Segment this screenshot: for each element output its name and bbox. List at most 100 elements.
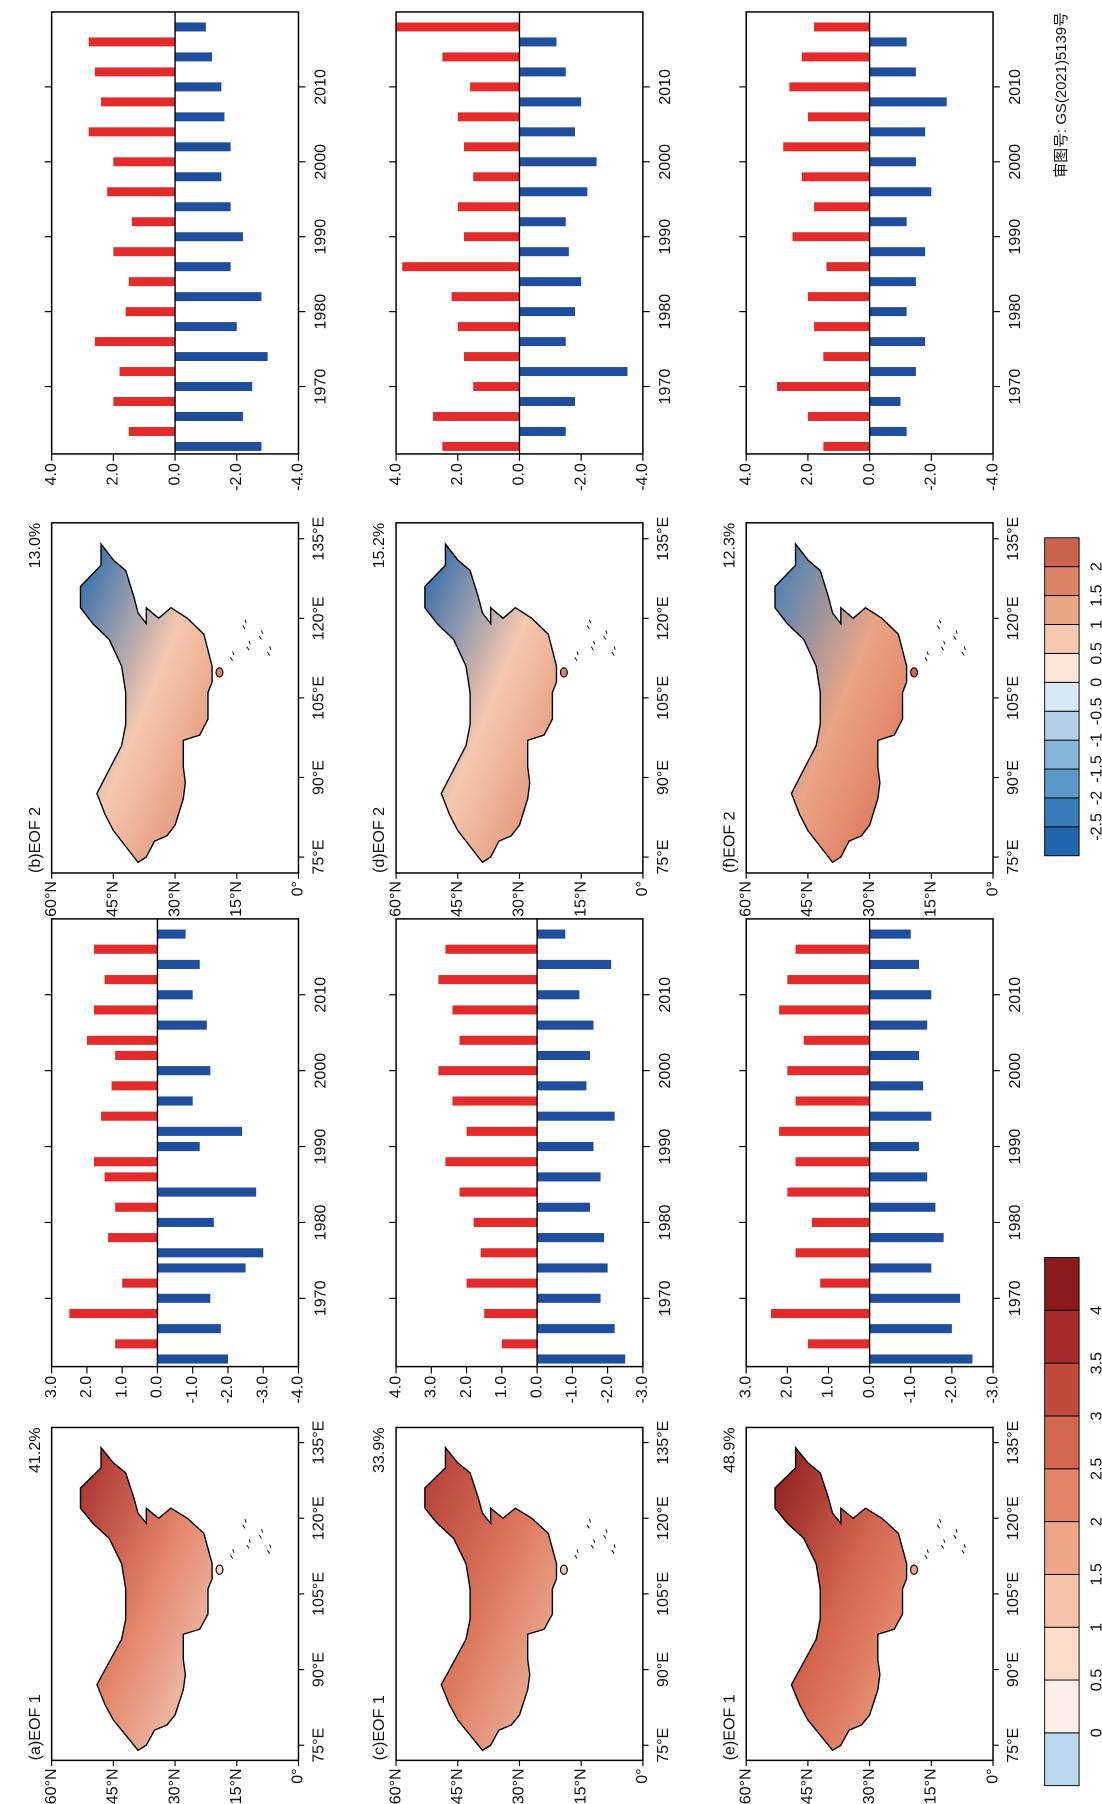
bar bbox=[93, 1157, 158, 1167]
islands bbox=[924, 651, 929, 662]
x-tick-label: 1970 bbox=[1006, 369, 1024, 405]
colorbar-label: 3 bbox=[1088, 1411, 1102, 1420]
colorbar-label: -2 bbox=[1088, 791, 1102, 805]
bar bbox=[801, 172, 870, 182]
bar bbox=[519, 187, 588, 197]
bar bbox=[107, 187, 176, 197]
bar bbox=[869, 1293, 961, 1303]
y-tick-label: 0.0 bbox=[527, 1376, 545, 1398]
colorbar-box bbox=[1044, 1521, 1080, 1575]
lon-tick-label: 120°E bbox=[309, 1496, 327, 1540]
y-tick-label: -2.0 bbox=[218, 1376, 236, 1404]
colorbar-label: -2.5 bbox=[1088, 813, 1102, 841]
plot-frame bbox=[50, 11, 300, 455]
bar bbox=[869, 1324, 952, 1334]
island bbox=[910, 1564, 919, 1575]
lat-tick-label: 0° bbox=[633, 1768, 651, 1783]
lon-tick-label: 120°E bbox=[1004, 1496, 1022, 1540]
bar bbox=[779, 1126, 870, 1136]
bar bbox=[93, 1005, 158, 1015]
bar bbox=[795, 1096, 870, 1106]
bar bbox=[463, 352, 520, 362]
y-tick-label: 0.0 bbox=[510, 463, 528, 485]
bar bbox=[175, 412, 243, 421]
x-tick-label: 2000 bbox=[1006, 144, 1024, 180]
islands bbox=[267, 646, 272, 656]
colorbar-box bbox=[1044, 768, 1080, 799]
y-tick-label: 4.0 bbox=[386, 1376, 404, 1398]
lat-tick-label: 60°N bbox=[42, 881, 60, 917]
islands bbox=[936, 1519, 942, 1529]
y-tick-label: 2.0 bbox=[798, 463, 816, 485]
bar bbox=[783, 142, 870, 152]
bar bbox=[869, 127, 926, 137]
lat-tick-label: 60°N bbox=[386, 1768, 404, 1804]
bar bbox=[823, 352, 870, 362]
lon-tick-label: 135°E bbox=[654, 1420, 672, 1464]
bar bbox=[396, 22, 520, 32]
bar bbox=[519, 157, 597, 167]
bar bbox=[803, 1035, 870, 1045]
lat-tick-label: 30°N bbox=[510, 1768, 528, 1804]
y-tick-label: -2.0 bbox=[571, 463, 589, 491]
lat-tick-label: 45°N bbox=[798, 1768, 816, 1804]
plot-frame bbox=[745, 918, 994, 1368]
bar bbox=[157, 1263, 246, 1273]
colorbar-box bbox=[1044, 681, 1080, 712]
lon-tick-label: 90°E bbox=[309, 760, 327, 795]
bar bbox=[801, 52, 870, 62]
bar bbox=[157, 1066, 211, 1076]
bar bbox=[777, 382, 870, 392]
islands bbox=[246, 1539, 251, 1549]
map-shape bbox=[774, 1445, 908, 1752]
lon-tick-label: 75°E bbox=[1004, 1727, 1022, 1762]
bar bbox=[770, 1308, 870, 1319]
islands bbox=[242, 619, 247, 630]
x-tick-label: 1980 bbox=[656, 1204, 674, 1240]
bar bbox=[445, 1157, 538, 1167]
y-tick-label: -2.0 bbox=[942, 1376, 960, 1404]
bar bbox=[115, 1202, 158, 1212]
y-tick-label: -1.0 bbox=[183, 1376, 201, 1404]
bar bbox=[452, 1096, 538, 1106]
colorbar-label: 2 bbox=[1088, 1517, 1102, 1526]
colorbar-label: -1 bbox=[1088, 733, 1102, 747]
colorbar-box bbox=[1044, 1626, 1080, 1681]
bar bbox=[869, 1050, 919, 1061]
y-tick-label: -4.0 bbox=[983, 463, 1001, 491]
colorbar-box bbox=[1044, 797, 1080, 828]
lon-tick-label: 90°E bbox=[654, 760, 672, 795]
colorbar-box bbox=[1044, 595, 1080, 625]
bar bbox=[115, 1339, 158, 1349]
bar bbox=[537, 1050, 590, 1061]
islands bbox=[603, 630, 608, 640]
bar bbox=[519, 307, 576, 317]
bar bbox=[473, 172, 520, 182]
bar bbox=[442, 441, 520, 451]
bar bbox=[792, 232, 870, 242]
bar bbox=[869, 1202, 936, 1212]
lat-tick-label: 15°N bbox=[571, 881, 589, 917]
lon-tick-label: 75°E bbox=[309, 839, 327, 874]
bar bbox=[88, 37, 176, 47]
colorbar-box bbox=[1044, 1309, 1080, 1364]
colorbar-label: 3.5 bbox=[1088, 1352, 1102, 1374]
bar bbox=[125, 307, 176, 317]
lon-tick-label: 135°E bbox=[1004, 1420, 1022, 1464]
y-tick-label: 3.0 bbox=[42, 1376, 60, 1398]
bar bbox=[175, 22, 206, 32]
bar bbox=[823, 441, 870, 451]
bar bbox=[519, 97, 582, 107]
islands bbox=[590, 1539, 596, 1549]
islands bbox=[936, 619, 942, 630]
bar bbox=[519, 426, 566, 436]
x-tick-label: 1980 bbox=[1006, 294, 1024, 330]
colorbar-box bbox=[1044, 1362, 1080, 1417]
bar bbox=[869, 990, 932, 1000]
bar bbox=[157, 1020, 207, 1030]
islands bbox=[574, 651, 579, 662]
bar bbox=[869, 929, 911, 939]
x-tick-label: 1970 bbox=[656, 1280, 674, 1316]
bar bbox=[69, 1308, 158, 1319]
